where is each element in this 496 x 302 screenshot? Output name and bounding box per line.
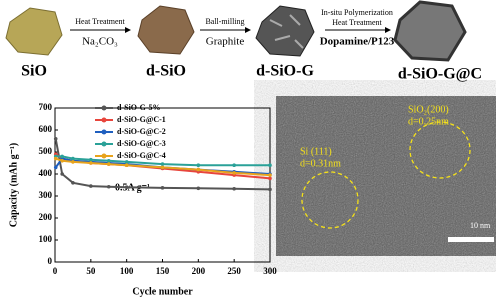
point: [71, 181, 75, 185]
tem-texture: [276, 96, 496, 256]
legend-marker: [102, 130, 107, 135]
point: [107, 162, 111, 166]
point: [197, 168, 201, 172]
point: [232, 163, 236, 167]
legend-label: d-SiO-G@C-2: [117, 127, 166, 136]
point: [54, 166, 58, 170]
y-tick-label: 300: [39, 190, 53, 200]
chart: 0 100 200 300 400 500 600 700 0 50 100 150 200 250 300…: [8, 102, 277, 297]
point: [60, 159, 64, 163]
legend-label: d-SiO-G@C-1: [117, 115, 166, 124]
step-label: Na₂CO₃: [82, 36, 118, 48]
point: [197, 163, 201, 167]
point: [60, 172, 64, 176]
tem-label: Si (111): [300, 146, 332, 157]
x-tick-label: 250: [227, 266, 241, 276]
particle: [395, 2, 465, 60]
tem-label: d=0.31nm: [300, 158, 341, 169]
x-tick-label: 0: [53, 266, 58, 276]
point: [107, 159, 111, 163]
y-tick-label: 0: [48, 256, 53, 266]
point: [161, 162, 165, 166]
point: [268, 188, 272, 192]
point: [107, 185, 111, 189]
point: [125, 185, 129, 189]
point: [268, 177, 272, 181]
particle: [6, 8, 62, 55]
point: [71, 160, 75, 164]
point: [197, 187, 201, 191]
point: [60, 155, 64, 159]
x-tick-label: 200: [192, 266, 206, 276]
scale-bar: [448, 237, 494, 242]
legend-label: d-SiO-G@C-3: [117, 139, 166, 148]
point: [89, 184, 93, 188]
legend-label: d-SiO-G@C-4: [117, 151, 166, 160]
schematic: Heat Treatment Na₂CO₃ Ball-milling Graph…: [6, 2, 482, 83]
tem-label: d=0.25nm: [408, 116, 449, 127]
stage-label: d-SiO-G: [256, 63, 314, 80]
point: [232, 187, 236, 191]
x-tick-label: 150: [156, 266, 170, 276]
y-tick-label: 400: [39, 168, 53, 178]
legend-marker: [102, 142, 107, 147]
figure: Heat Treatment Na₂CO₃ Ball-milling Graph…: [0, 0, 496, 302]
legend-marker: [102, 154, 107, 159]
step-label: Graphite: [206, 36, 245, 48]
point: [54, 157, 58, 161]
x-tick-label: 50: [86, 266, 96, 276]
point: [268, 173, 272, 177]
tem-image: SiO₂(200) d=0.25nm Si (111) d=0.31nm 10 …: [276, 96, 496, 256]
x-tick-label: 300: [263, 266, 277, 276]
y-tick-label: 500: [39, 146, 53, 156]
legend-marker: [102, 118, 107, 123]
point: [268, 163, 272, 167]
stage-label: d-SiO-G@C: [398, 66, 482, 83]
step-label: Heat Treatment: [75, 17, 125, 26]
point: [89, 161, 93, 165]
step-label: Heat Treatment: [332, 18, 382, 27]
y-tick-label: 100: [39, 234, 53, 244]
point: [71, 157, 75, 161]
point: [161, 186, 165, 190]
scale-label: 10 nm: [470, 221, 491, 230]
point: [54, 137, 58, 141]
point: [232, 171, 236, 175]
step-label: Ball-milling: [205, 17, 244, 26]
point: [161, 166, 165, 170]
legend-label: d-SiO-G-5%: [117, 103, 161, 112]
stage-label: d-SiO: [146, 63, 186, 80]
y-tick-label: 200: [39, 212, 53, 222]
stage-label: SiO: [21, 63, 47, 80]
tem-label: SiO₂(200): [408, 104, 449, 115]
x-tick-label: 100: [120, 266, 134, 276]
step-label: Dopamine/P123: [320, 36, 395, 48]
point: [125, 163, 129, 167]
point: [89, 158, 93, 162]
particle: [256, 6, 314, 56]
y-tick-label: 600: [39, 124, 53, 134]
y-tick-label: 700: [39, 102, 53, 112]
particle: [138, 6, 194, 54]
legend-marker: [102, 106, 107, 111]
x-axis-label: Cycle number: [132, 286, 193, 297]
step-label: In-situ Polymerization: [321, 8, 393, 17]
y-axis-label: Capacity (mAh g⁻¹): [8, 143, 19, 227]
point: [125, 160, 129, 164]
